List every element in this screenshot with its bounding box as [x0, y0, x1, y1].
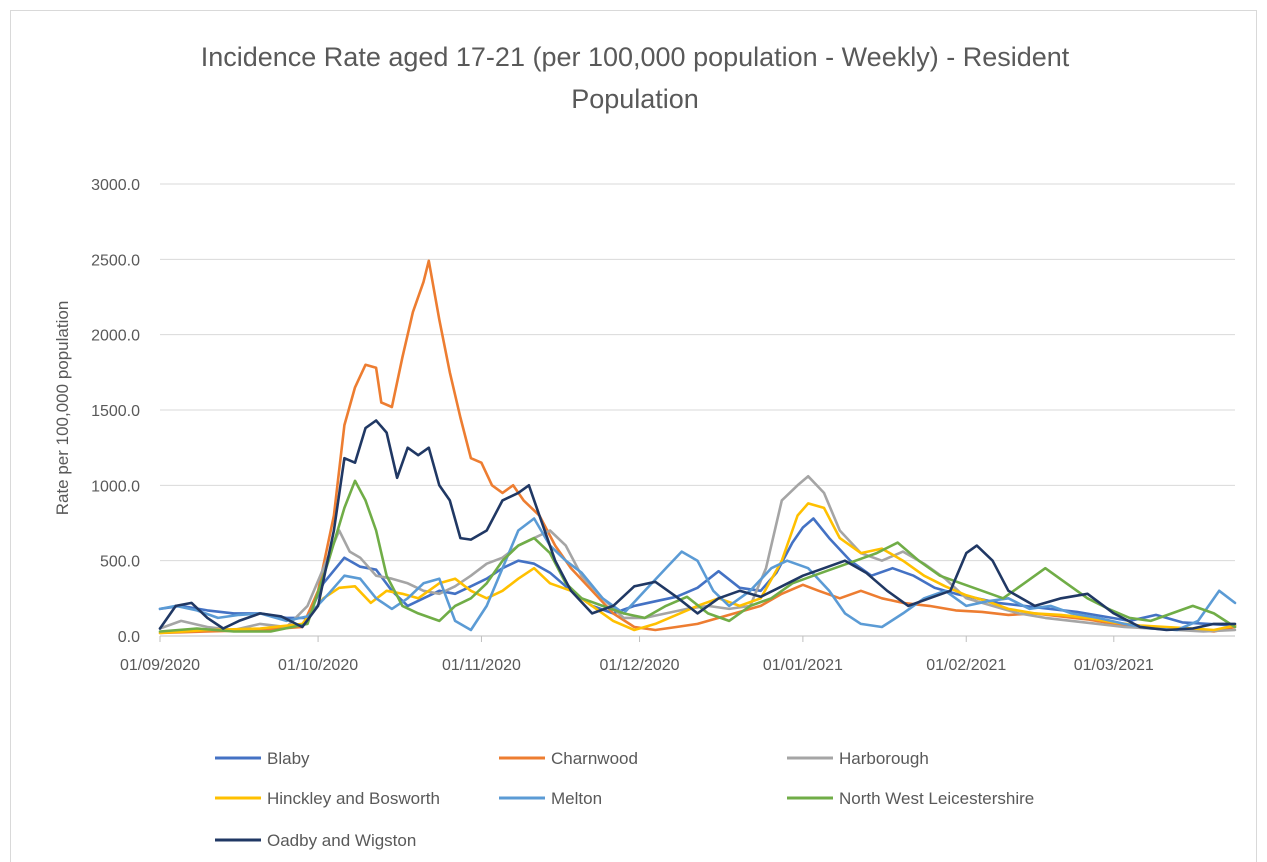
x-tick-label: 01/09/2020 [120, 657, 200, 674]
chart-title-line-1: Incidence Rate aged 17-21 (per 100,000 p… [200, 42, 1070, 72]
series-lines [158, 259, 1237, 635]
legend-label-charnwood: Charnwood [551, 749, 638, 768]
y-tick-label: 2000.0 [91, 328, 140, 345]
x-tick-label: 01/02/2021 [926, 657, 1006, 674]
legend-label-melton: Melton [551, 789, 602, 808]
legend-label-oadby-and-wigston: Oadby and Wigston [267, 831, 416, 850]
legend: Blaby Charnwood Harborough Hinckley and Bos… [215, 749, 1034, 850]
x-tick-label: 01/03/2021 [1074, 657, 1154, 674]
x-tick-label: 01/01/2021 [763, 657, 843, 674]
x-tick-label: 01/10/2020 [278, 657, 358, 674]
y-axis-label: Rate per 100,000 population [53, 301, 72, 516]
gridlines [160, 183, 1235, 637]
y-tick-label: 0.0 [118, 629, 140, 646]
series-line-harborough [158, 475, 1237, 633]
series-line-oadby-and-wigston [158, 419, 1237, 632]
x-tick-label: 01/11/2020 [442, 657, 521, 674]
series-line-blaby [158, 517, 1237, 627]
series-line-north-west-leicestershire [158, 479, 1237, 633]
y-tick-label: 1500.0 [91, 403, 140, 420]
x-tick-label: 01/12/2020 [599, 657, 679, 674]
legend-label-north-west-leicestershire: North West Leicestershire [839, 789, 1034, 808]
series-line-melton [158, 517, 1237, 632]
y-tick-label: 1000.0 [91, 478, 140, 495]
y-tick-label: 2500.0 [91, 252, 140, 269]
y-axis-ticks: 0.0 500.0 1000.0 1500.0 2000.0 2500.0 3000.0 [91, 177, 140, 646]
chart-frame [10, 10, 1257, 862]
y-tick-label: 3000.0 [91, 177, 140, 194]
series-line-charnwood [158, 259, 1237, 635]
legend-label-blaby: Blaby [267, 749, 310, 768]
chart-title-line-2: Population [571, 84, 699, 114]
y-tick-label: 500.0 [100, 554, 140, 571]
legend-label-hinckley-and-bosworth: Hinckley and Bosworth [267, 789, 440, 808]
x-axis-ticks: 01/09/2020 01/10/2020 01/11/2020 01/12/2020… [120, 636, 1154, 674]
legend-label-harborough: Harborough [839, 749, 929, 768]
chart-title: Incidence Rate aged 17-21 (per 100,000 p… [0, 36, 1267, 120]
